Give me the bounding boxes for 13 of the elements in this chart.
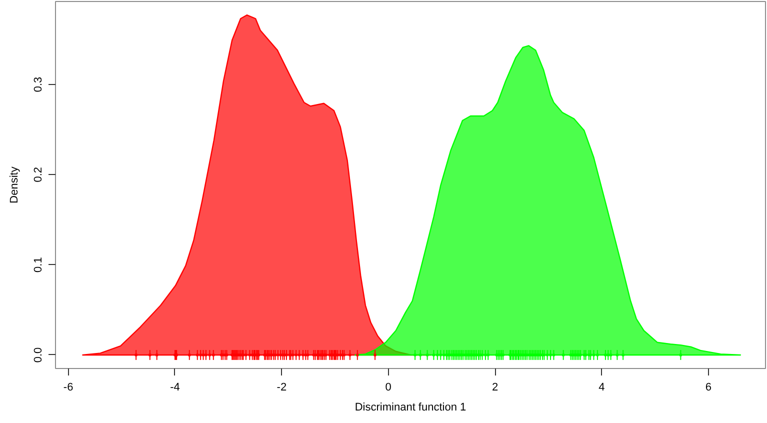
x-tick-label: 4 [598, 382, 605, 394]
x-tick-label: 2 [492, 382, 498, 394]
x-tick-label: -4 [170, 382, 180, 394]
y-axis-title: Density [8, 166, 20, 204]
x-tick-label: -2 [276, 382, 287, 394]
x-tick-label: -6 [63, 382, 74, 394]
y-tick-label: 0.3 [32, 76, 44, 92]
x-axis-title: Discriminant function 1 [354, 402, 466, 414]
y-tick-label: 0.2 [32, 166, 44, 182]
y-tick-label: 0.0 [32, 347, 44, 363]
x-tick-label: 0 [385, 382, 392, 394]
x-tick-label: 6 [705, 382, 712, 394]
y-tick-label: 0.1 [32, 257, 44, 272]
